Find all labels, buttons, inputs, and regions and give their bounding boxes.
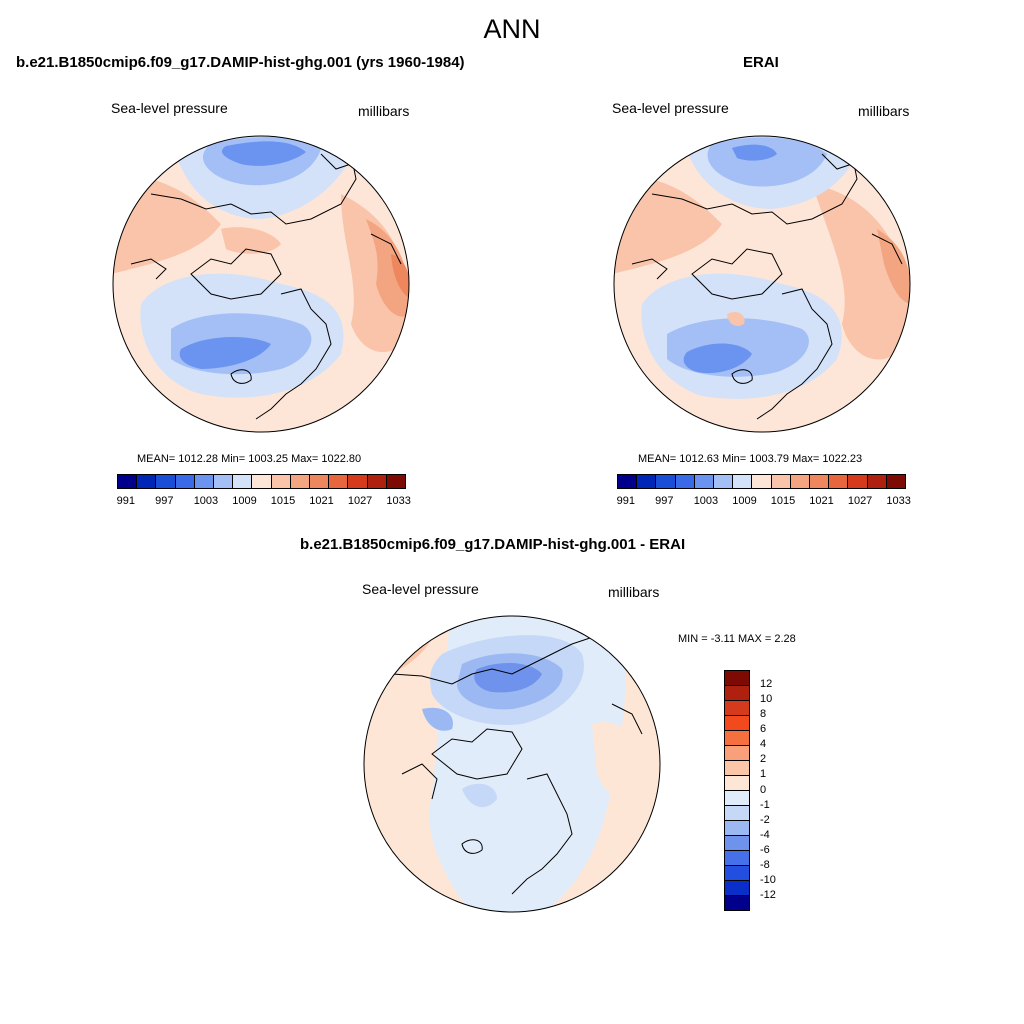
colorbar-tick-label: 8 [760,708,767,721]
colorbar-swatch [137,475,157,488]
colorbar-swatch [725,776,749,791]
panel-2-stats: MEAN= 1012.63 Min= 1003.79 Max= 1022.23 [638,453,863,465]
colorbar-swatch [252,475,272,488]
colorbar-tick-label: -6 [760,843,770,856]
colorbar-swatch [118,475,138,488]
panel-3-stats: MIN = -3.11 MAX = 2.28 [678,633,796,645]
panel-1-stats: MEAN= 1012.28 Min= 1003.25 Max= 1022.80 [137,453,362,465]
colorbar-swatch [156,475,176,488]
panel-2-colorbar [617,474,906,489]
colorbar-swatch [725,881,749,896]
colorbar-swatch [725,851,749,866]
colorbar-swatch [886,475,906,488]
colorbar-tick-label: 1027 [847,495,873,507]
colorbar-swatch [829,475,849,488]
panel-1-colorbar-ticks: 991 997 1003 1009 1015 1021 1027 1033 [116,495,411,509]
colorbar-tick-label: 997 [155,495,174,507]
colorbar-tick-label: 1021 [809,495,834,507]
colorbar-swatch [367,475,387,488]
colorbar-swatch [725,761,749,776]
colorbar-swatch [618,475,638,488]
colorbar-swatch [725,716,749,731]
colorbar-tick-label: 4 [760,738,767,751]
colorbar-swatch [725,836,749,851]
colorbar-tick-label: -12 [760,888,776,901]
colorbar-swatch [271,475,291,488]
panel-2-polar-map [613,135,911,433]
colorbar-tick-label: -8 [760,858,770,871]
panel-2-units-label: millibars [858,103,910,119]
panel-1-units-label: millibars [358,103,410,119]
colorbar-swatch [725,806,749,821]
colorbar-tick-label: 10 [760,693,773,706]
colorbar-tick-label: -4 [760,828,770,841]
colorbar-tick-label: -1 [760,798,770,811]
colorbar-tick-label: 1009 [732,495,757,507]
panel-2-variable-label: Sea-level pressure [612,100,729,116]
colorbar-swatch [810,475,830,488]
colorbar-tick-label: -2 [760,813,770,826]
colorbar-swatch [386,475,406,488]
colorbar-swatch [725,686,749,701]
colorbar-tick-label: 991 [116,495,135,507]
panel-3-units-label: millibars [608,584,660,600]
colorbar-tick-label: 12 [760,678,773,691]
colorbar-swatch [848,475,868,488]
colorbar-swatch [214,475,234,488]
colorbar-tick-label: 0 [760,783,767,796]
colorbar-swatch [733,475,753,488]
colorbar-swatch [694,475,715,488]
colorbar-swatch [752,475,772,488]
panel-3-colorbar-ticks: 12 10 8 6 4 2 1 0 -1 -2 -4 -6 -8 -10 -12 [760,670,800,911]
colorbar-tick-label: 1033 [386,495,411,507]
colorbar-swatch [194,475,215,488]
colorbar-tick-label: 991 [616,495,635,507]
colorbar-swatch [310,475,330,488]
colorbar-tick-label: -10 [760,873,776,886]
colorbar-swatch [675,475,695,488]
panel-3-variable-label: Sea-level pressure [362,581,479,597]
colorbar-tick-label: 6 [760,723,767,736]
colorbar-swatch [725,896,749,910]
colorbar-tick-label: 1003 [193,495,219,507]
panel-1-colorbar [117,474,406,489]
colorbar-tick-label: 2 [760,753,767,766]
figure-title: ANN [483,14,541,44]
colorbar-tick-label: 1003 [693,495,719,507]
panel-3-colorbar [724,670,750,911]
colorbar-swatch [771,475,791,488]
panel-1-title: b.e21.B1850cmip6.f09_g17.DAMIP-hist-ghg.… [16,54,465,71]
panel-1-polar-map [112,135,410,433]
colorbar-swatch [290,475,311,488]
colorbar-tick-label: 1027 [347,495,373,507]
colorbar-tick-label: 1021 [309,495,334,507]
colorbar-swatch [725,731,749,746]
colorbar-swatch [233,475,253,488]
colorbar-swatch [348,475,368,488]
colorbar-swatch [175,475,195,488]
colorbar-swatch [725,791,749,806]
colorbar-tick-label: 1015 [770,495,796,507]
colorbar-tick-label: 1033 [886,495,911,507]
panel-3-polar-map [363,615,661,913]
colorbar-tick-label: 1 [760,768,767,781]
colorbar-tick-label: 1009 [232,495,257,507]
colorbar-swatch [725,746,749,761]
colorbar-swatch [725,821,749,836]
colorbar-swatch [725,671,749,686]
colorbar-swatch [725,866,749,881]
colorbar-swatch [714,475,734,488]
panel-2-colorbar-ticks: 991 997 1003 1009 1015 1021 1027 1033 [616,495,911,509]
colorbar-swatch [329,475,349,488]
colorbar-swatch [656,475,676,488]
panel-3-title: b.e21.B1850cmip6.f09_g17.DAMIP-hist-ghg.… [300,536,686,553]
colorbar-tick-label: 997 [655,495,674,507]
panel-1-variable-label: Sea-level pressure [111,100,228,116]
colorbar-swatch [637,475,657,488]
colorbar-swatch [725,701,749,716]
colorbar-tick-label: 1015 [270,495,296,507]
colorbar-swatch [790,475,811,488]
colorbar-swatch [867,475,887,488]
panel-2-title: ERAI [743,54,779,71]
